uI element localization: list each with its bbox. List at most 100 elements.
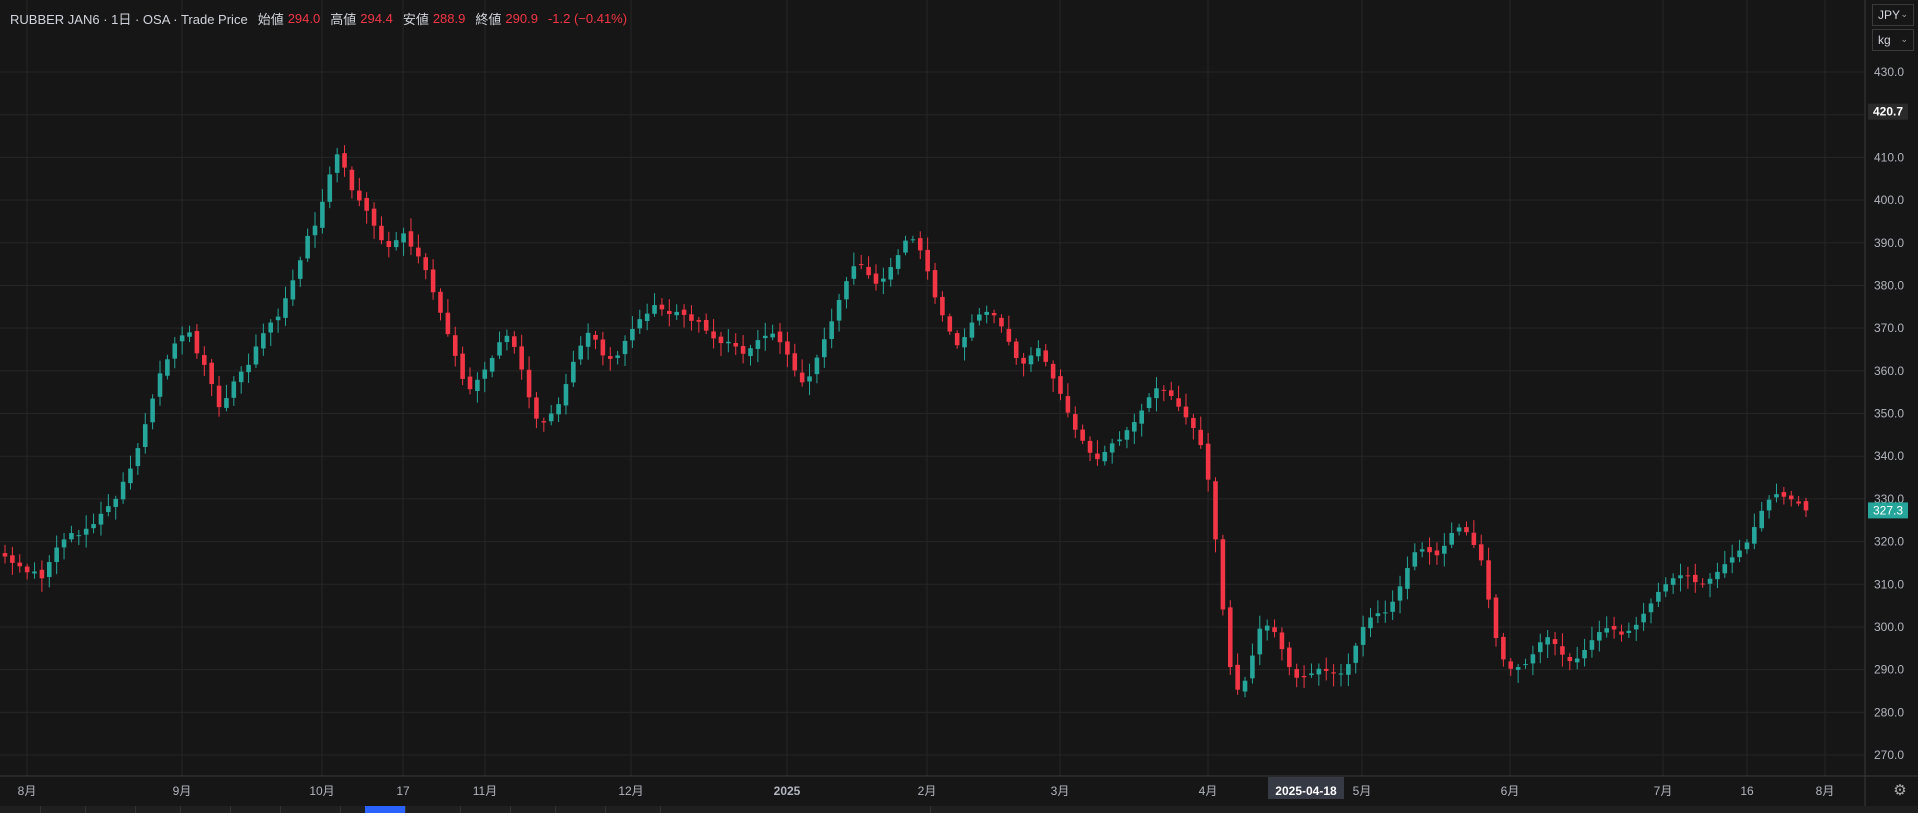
candle-body xyxy=(475,379,480,392)
candle xyxy=(1619,624,1624,642)
candle-body xyxy=(1567,656,1573,662)
candle xyxy=(1168,381,1174,400)
y-tick-label: 270.0 xyxy=(1874,748,1904,762)
candle xyxy=(1183,393,1189,425)
unit-select[interactable]: kg ⌄ xyxy=(1872,29,1914,51)
candle xyxy=(770,324,775,341)
candle-body xyxy=(1050,363,1056,379)
candle-body xyxy=(1633,624,1639,630)
y-tick-label: 350.0 xyxy=(1874,407,1904,421)
candle xyxy=(312,212,318,248)
candle xyxy=(1102,445,1108,466)
toolbar-segment[interactable] xyxy=(730,806,931,813)
candle xyxy=(54,535,59,575)
gear-icon[interactable]: ⚙ xyxy=(1893,782,1907,799)
candle xyxy=(777,323,783,354)
candle xyxy=(659,298,665,316)
candle xyxy=(1796,496,1801,507)
candle-body xyxy=(1737,550,1742,558)
candle xyxy=(1124,426,1130,449)
low-value: 288.9 xyxy=(432,11,466,26)
candle-body xyxy=(1390,601,1395,612)
candle-body xyxy=(866,266,871,276)
candle xyxy=(10,546,15,575)
y-tick-label: 390.0 xyxy=(1874,236,1904,250)
candle xyxy=(1803,497,1809,518)
candle xyxy=(1368,608,1373,638)
candle-body xyxy=(991,312,997,316)
toolbar-segment[interactable] xyxy=(515,806,556,813)
candle xyxy=(1146,393,1152,413)
candle xyxy=(1013,338,1019,365)
candle xyxy=(563,373,569,415)
candle xyxy=(1626,622,1632,638)
candle-body xyxy=(615,355,620,358)
candle-body xyxy=(430,269,436,293)
open-label: 始値 xyxy=(257,12,284,27)
candle-body xyxy=(1257,628,1263,655)
toolbar-segment[interactable] xyxy=(95,806,136,813)
candle-body xyxy=(637,319,643,329)
toolbar-segment[interactable] xyxy=(620,806,661,813)
candle xyxy=(342,145,347,177)
candle-body xyxy=(519,346,524,370)
toolbar-segment-active[interactable] xyxy=(365,806,406,813)
candle xyxy=(46,555,52,588)
currency-select[interactable]: JPY ⌄ xyxy=(1872,4,1914,26)
candle-body xyxy=(762,335,768,339)
candle-body xyxy=(69,533,74,540)
candle xyxy=(1375,600,1381,624)
high-price-marker xyxy=(1868,103,1908,120)
candle-body xyxy=(1346,664,1351,675)
toolbar-segment[interactable] xyxy=(470,806,511,813)
candle-body xyxy=(563,384,569,406)
candle xyxy=(128,455,133,490)
candle xyxy=(1220,534,1226,616)
candle-body xyxy=(1360,626,1366,645)
candle xyxy=(1331,664,1336,687)
candle xyxy=(268,319,274,347)
toolbar-segment[interactable] xyxy=(565,806,606,813)
candle-body xyxy=(231,381,237,398)
candle-body xyxy=(17,562,23,567)
candle xyxy=(1021,352,1026,377)
toolbar-segment[interactable] xyxy=(190,806,231,813)
candle-body xyxy=(24,566,30,573)
candle xyxy=(534,391,539,429)
candle-body xyxy=(1095,453,1100,460)
candle-body xyxy=(54,547,59,563)
candle-body xyxy=(1264,625,1270,631)
candle-body xyxy=(571,361,576,383)
candle xyxy=(836,293,842,332)
candle-body xyxy=(416,247,421,257)
toolbar-segment[interactable] xyxy=(420,806,461,813)
candle xyxy=(903,235,908,256)
toolbar-segment[interactable] xyxy=(240,806,281,813)
candle xyxy=(726,329,731,353)
y-tick-label: 310.0 xyxy=(1874,577,1904,591)
candle-body xyxy=(1707,578,1713,584)
candle-body xyxy=(305,235,310,259)
candle xyxy=(497,331,502,360)
candle xyxy=(393,231,399,251)
candle xyxy=(17,554,23,573)
toolbar-segment[interactable] xyxy=(300,806,341,813)
timeframe-toolbar xyxy=(0,806,1918,813)
candle xyxy=(969,314,975,341)
candle xyxy=(1161,385,1167,402)
candle-body xyxy=(1139,410,1144,424)
candle-body xyxy=(1478,544,1484,561)
candle xyxy=(224,384,229,412)
candle xyxy=(851,252,857,285)
candle-body xyxy=(1685,575,1691,577)
toolbar-segment[interactable] xyxy=(45,806,86,813)
candle xyxy=(1227,600,1233,675)
candle xyxy=(1648,598,1654,624)
x-tick-label: 3月 xyxy=(1051,784,1070,798)
candle xyxy=(1338,663,1344,687)
candle-body xyxy=(312,225,318,236)
toolbar-segment[interactable] xyxy=(140,806,181,813)
toolbar-segment[interactable] xyxy=(0,806,41,813)
candle xyxy=(799,359,805,387)
